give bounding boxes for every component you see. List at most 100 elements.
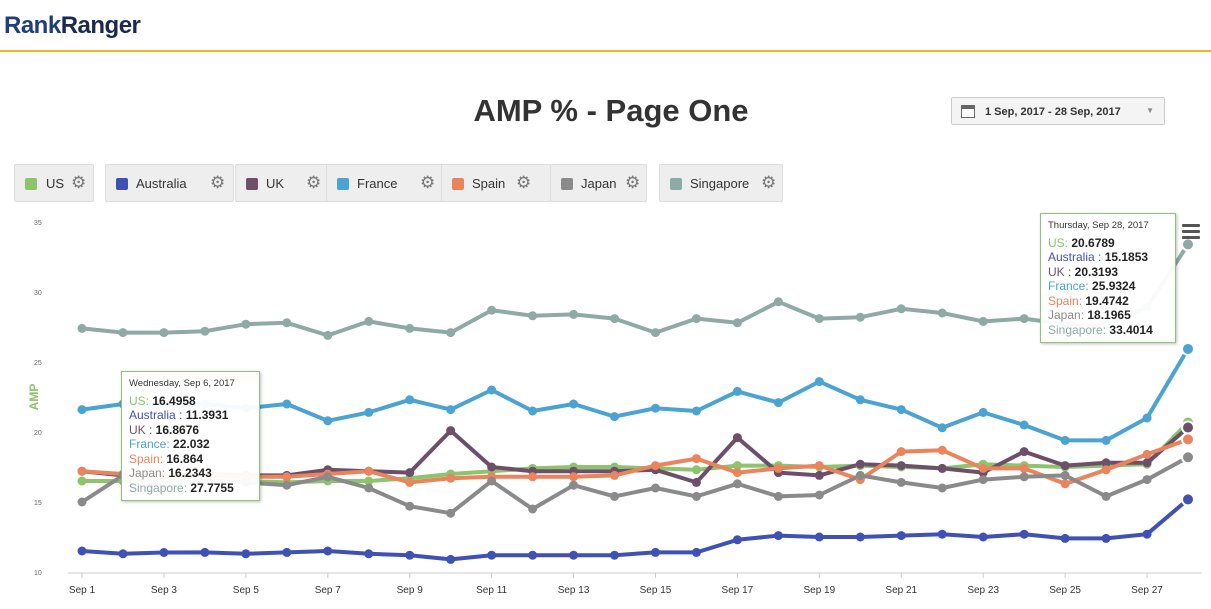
data-point-spain [1142,449,1152,459]
data-point-spain [1060,479,1070,489]
data-point-japan [650,483,660,493]
data-point-uk [732,433,742,443]
data-point-japan [1142,475,1152,485]
data-point-japan [1019,472,1029,482]
data-point-spain [978,463,988,473]
data-point-uk [1019,447,1029,457]
data-point-uk [691,477,701,487]
data-point-singapore [241,319,251,329]
date-range-picker[interactable]: 1 Sep, 2017 - 28 Sep, 2017 ▼ [951,97,1165,125]
tooltip-sep-28: Thursday, Sep 28, 2017 US: 20.6789 Austr… [1040,213,1176,343]
y-tick-label: 20 [34,430,42,437]
gear-icon[interactable]: ⚙ [625,173,641,192]
gear-icon[interactable]: ⚙ [516,173,532,192]
data-point-spain [569,472,579,482]
data-point-australia [650,547,660,557]
calendar-icon [961,105,975,118]
tooltip-date: Wednesday, Sep 6, 2017 [129,378,235,389]
legend-swatch-australia [116,178,128,190]
legend-label-us: US [46,176,65,191]
data-point-uk [487,462,497,472]
legend-item-spain[interactable]: Spain ⚙ [441,164,551,202]
data-point-singapore [528,311,538,321]
x-tick-label: Sep 1 [69,585,96,596]
gear-icon[interactable]: ⚙ [71,173,87,192]
data-point-spain [446,473,456,483]
series-line-france [80,346,1190,443]
data-point-france [528,406,538,416]
chart-title: AMP % - Page One [473,93,749,128]
data-point-japan [814,490,824,500]
legend-label-australia: Australia [136,176,187,191]
y-axis-title: AMP [27,384,41,411]
x-tick-label: Sep 23 [967,585,999,596]
data-point-spain [814,461,824,471]
rankranger-logo[interactable]: RankRanger [4,12,141,40]
data-point-singapore [937,308,947,318]
gear-icon[interactable]: ⚙ [210,173,226,192]
legend-swatch-japan [561,178,573,190]
series-line-australia [80,497,1190,562]
legend-item-uk[interactable]: UK ⚙ [235,164,330,202]
data-point-singapore [896,304,906,314]
data-point-spain [528,472,538,482]
data-point-singapore [323,330,333,340]
data-point-australia [200,547,210,557]
data-point-spain [282,472,292,482]
data-point-japan [323,472,333,482]
data-point-australia [814,532,824,542]
data-point-japan [855,470,865,480]
legend-item-japan[interactable]: Japan ⚙ [550,164,647,202]
series-line-japan [80,455,1190,516]
data-point-singapore [773,297,783,307]
data-point-singapore [446,328,456,338]
chart-menu-icon[interactable] [1182,224,1200,240]
data-point-japan [1101,491,1111,501]
data-point-australia [159,547,169,557]
legend-item-france[interactable]: France ⚙ [326,164,444,202]
tooltip-row-france: France: 22.032 [129,437,210,451]
data-point-japan [1181,450,1195,465]
data-point-australia [364,549,374,559]
data-point-singapore [282,318,292,328]
data-point-spain [773,463,783,473]
data-point-france [1060,435,1070,445]
legend-item-us[interactable]: US ⚙ [14,164,94,202]
data-point-australia [569,550,579,560]
data-point-france [1101,435,1111,445]
y-tick-label: 10 [34,570,42,577]
data-point-australia [77,546,87,556]
data-point-france [1019,420,1029,430]
data-point-japan [610,491,620,501]
date-range-label: 1 Sep, 2017 - 28 Sep, 2017 [985,106,1121,118]
x-tick-label: Sep 11 [476,585,507,596]
gear-icon[interactable]: ⚙ [420,173,436,192]
logo-rank-text: Rank [4,12,61,39]
data-point-france [1181,341,1195,356]
data-point-us [77,476,87,486]
data-point-australia [446,554,456,564]
data-point-australia [610,550,620,560]
data-point-australia [896,531,906,541]
data-point-japan [487,476,497,486]
logo-ranger-text: Ranger [60,12,141,39]
data-point-australia [323,546,333,556]
legend-item-australia[interactable]: Australia ⚙ [105,164,234,202]
x-tick-label: Sep 3 [151,585,178,596]
gear-icon[interactable]: ⚙ [306,173,322,192]
data-point-australia [732,535,742,545]
tooltip-row-us: US: 20.6789 [1048,235,1115,250]
data-point-australia [691,547,701,557]
data-point-france [610,412,620,422]
gear-icon[interactable]: ⚙ [761,173,777,192]
data-point-france [978,407,988,417]
y-tick-label: 25 [34,360,42,367]
data-point-japan [896,477,906,487]
legend-label-uk: UK [266,176,285,191]
data-point-singapore [855,312,865,322]
data-point-japan [405,501,415,511]
data-point-spain [1019,463,1029,473]
legend-item-singapore[interactable]: Singapore ⚙ [659,164,783,202]
x-tick-label: Sep 25 [1049,585,1081,596]
data-point-australia [773,531,783,541]
